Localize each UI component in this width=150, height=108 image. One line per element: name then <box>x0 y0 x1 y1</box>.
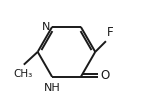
Text: CH₃: CH₃ <box>13 69 32 79</box>
Text: F: F <box>107 26 114 39</box>
Text: N: N <box>42 22 50 32</box>
Text: O: O <box>100 69 109 82</box>
Text: NH: NH <box>44 83 60 93</box>
